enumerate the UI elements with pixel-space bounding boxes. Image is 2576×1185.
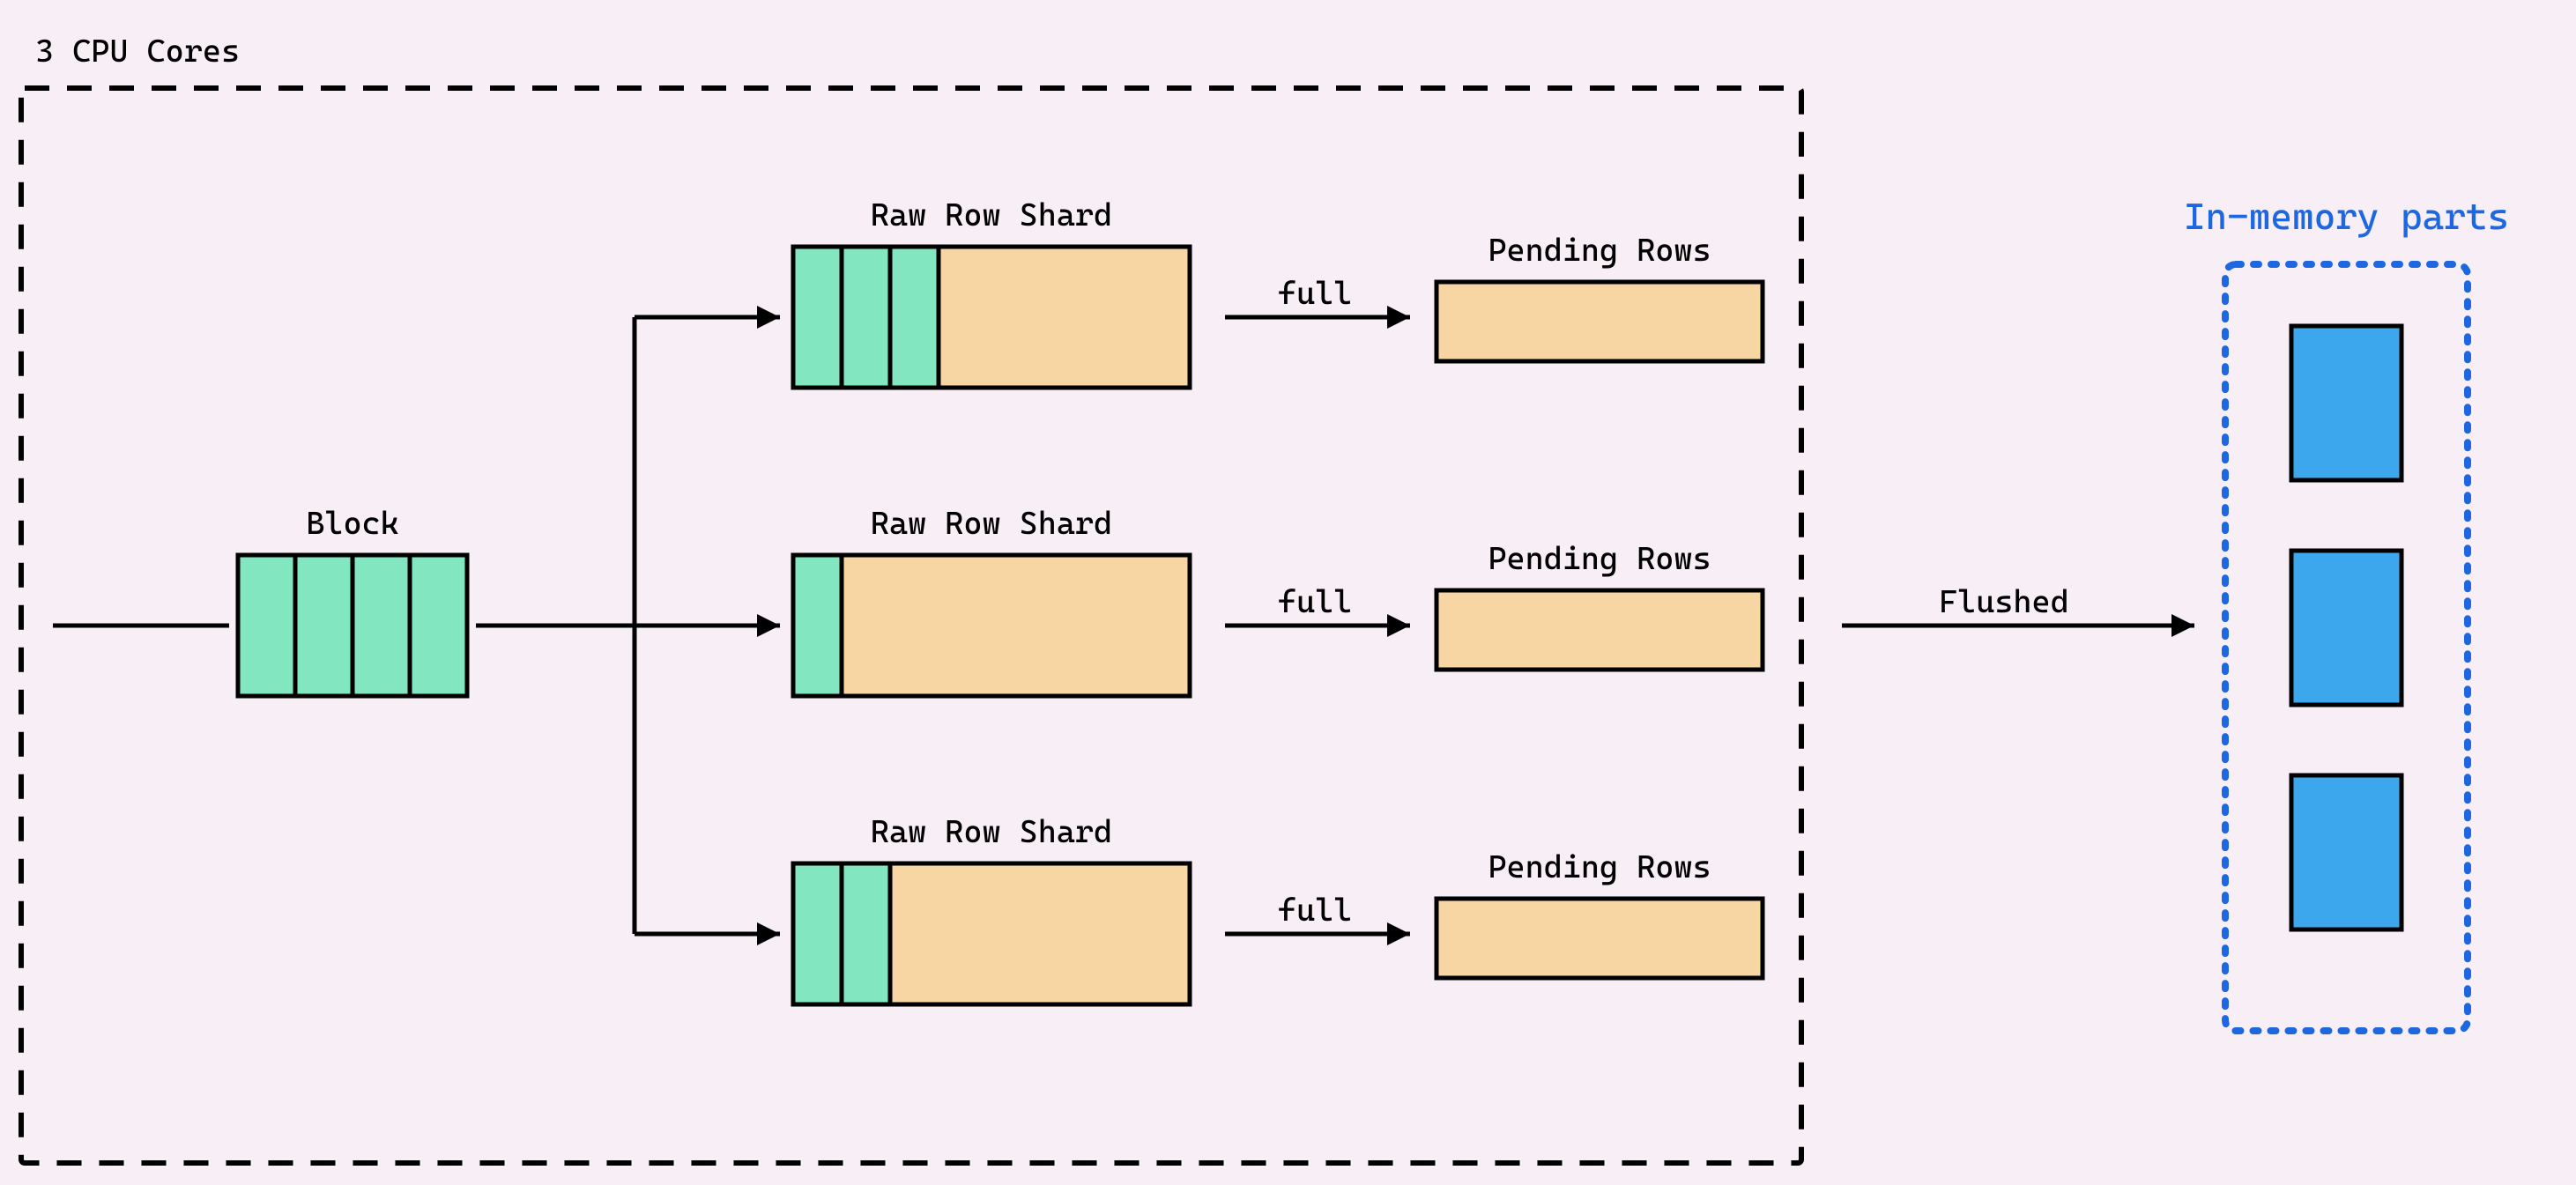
- pending-rows-label: Pending Rows: [1488, 233, 1711, 269]
- shard-filled-segment: [890, 247, 939, 388]
- memory-part: [2291, 551, 2402, 705]
- flushed-label: Flushed: [1939, 584, 2069, 620]
- memory-part: [2291, 775, 2402, 929]
- shard-filled-segment: [842, 863, 890, 1004]
- raw-row-shard-label: Raw Row Shard: [871, 814, 1112, 850]
- pending-rows-box: [1436, 899, 1763, 978]
- block-segment: [295, 555, 353, 696]
- pending-rows-box: [1436, 590, 1763, 670]
- cpu-cores-label: 3 CPU Cores: [35, 33, 240, 70]
- block-segment: [238, 555, 295, 696]
- pending-rows-label: Pending Rows: [1488, 849, 1711, 885]
- raw-row-shard: [793, 555, 1190, 696]
- shard-filled-segment: [793, 555, 842, 696]
- raw-row-shard-label: Raw Row Shard: [871, 197, 1112, 233]
- block-segment: [353, 555, 410, 696]
- in-memory-parts-title: In-memory parts: [2184, 195, 2509, 238]
- pending-rows-box: [1436, 282, 1763, 361]
- full-label: full: [1278, 892, 1352, 929]
- shard-filled-segment: [793, 247, 842, 388]
- memory-part: [2291, 326, 2402, 480]
- diagram-canvas: 3 CPU Cores Block Raw Row Shard Raw Row Sha…: [0, 0, 2576, 1185]
- full-label: full: [1278, 276, 1352, 312]
- shard-filled-segment: [842, 247, 890, 388]
- block-segment: [410, 555, 467, 696]
- pending-rows-label: Pending Rows: [1488, 541, 1711, 577]
- full-label: full: [1278, 584, 1352, 620]
- block-label: Block: [306, 506, 398, 542]
- shard-filled-segment: [793, 863, 842, 1004]
- raw-row-shard-label: Raw Row Shard: [871, 506, 1112, 542]
